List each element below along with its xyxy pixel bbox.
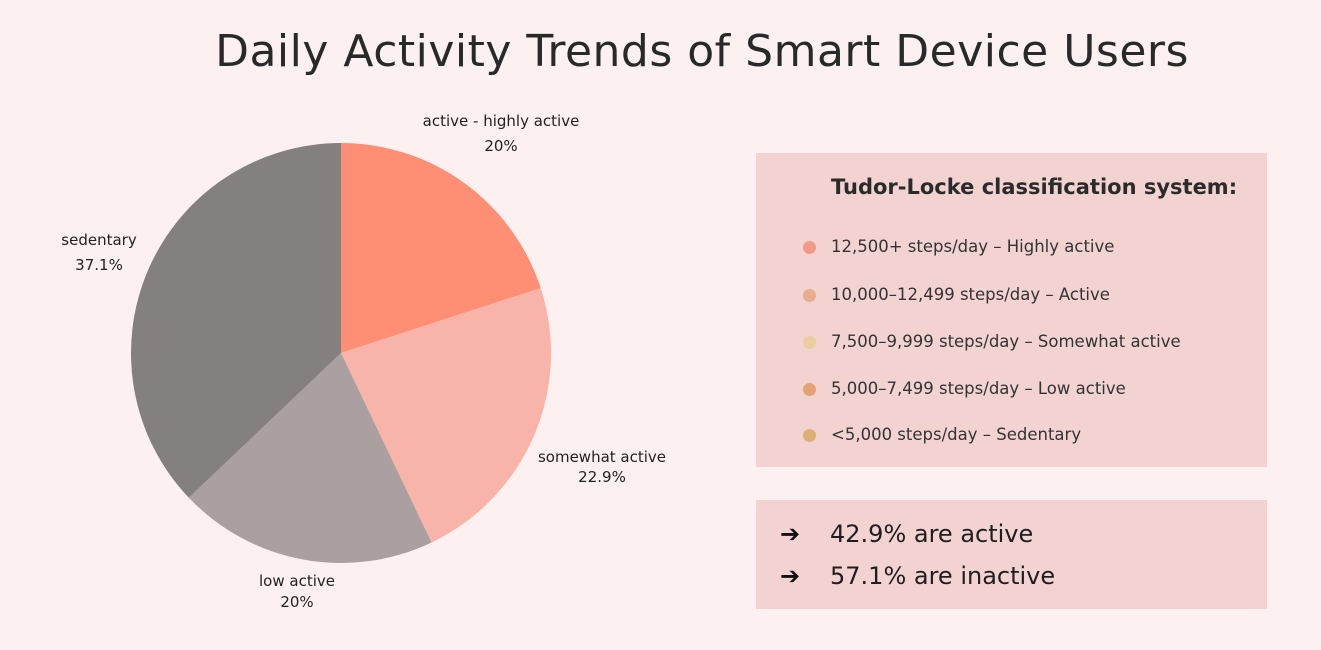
legend-item-label: 5,000–7,499 steps/day – Low active	[831, 379, 1126, 398]
pie-slice-sedentary	[131, 143, 341, 498]
legend-title: Tudor-Locke classification system:	[831, 175, 1238, 199]
legend-item-label: <5,000 steps/day – Sedentary	[831, 425, 1082, 444]
slice-label-active-highly-active: active - highly active	[423, 112, 580, 130]
legend-dot-icon	[803, 429, 816, 442]
slice-label-sedentary: sedentary	[61, 231, 137, 249]
legend-dot-icon	[803, 241, 816, 254]
slice-value-sedentary: 37.1%	[75, 256, 123, 274]
summary-text: 42.9% are active	[830, 520, 1034, 548]
pie-slice-low-active	[188, 353, 432, 564]
legend-dot-icon	[803, 383, 816, 396]
arrow-right-icon: ➔	[780, 562, 801, 590]
legend-dot-icon	[803, 289, 816, 302]
classification-legend: Tudor-Locke classification system: 12,50…	[756, 153, 1267, 467]
slice-label-somewhat-active: somewhat active	[538, 448, 666, 466]
slice-value-active-highly-active: 20%	[484, 137, 517, 155]
legend-item-label: 10,000–12,499 steps/day – Active	[831, 285, 1110, 304]
pie-chart: active - highly active 20% somewhat active…	[61, 112, 666, 611]
pie-slice-active-highly-active	[341, 143, 541, 353]
summary-box: ➔ 42.9% are active ➔ 57.1% are inactive	[756, 500, 1267, 609]
legend-dot-icon	[803, 336, 816, 349]
slice-label-low-active: low active	[259, 572, 335, 590]
arrow-right-icon: ➔	[780, 520, 801, 548]
pie-slice-somewhat-active	[341, 288, 551, 543]
summary-text: 57.1% are inactive	[830, 562, 1056, 590]
slice-value-low-active: 20%	[280, 593, 313, 611]
slice-value-somewhat-active: 22.9%	[578, 468, 626, 486]
legend-item-label: 7,500–9,999 steps/day – Somewhat active	[831, 332, 1181, 351]
chart-title: Daily Activity Trends of Smart Device Us…	[215, 26, 1189, 77]
legend-item-label: 12,500+ steps/day – Highly active	[831, 237, 1115, 256]
